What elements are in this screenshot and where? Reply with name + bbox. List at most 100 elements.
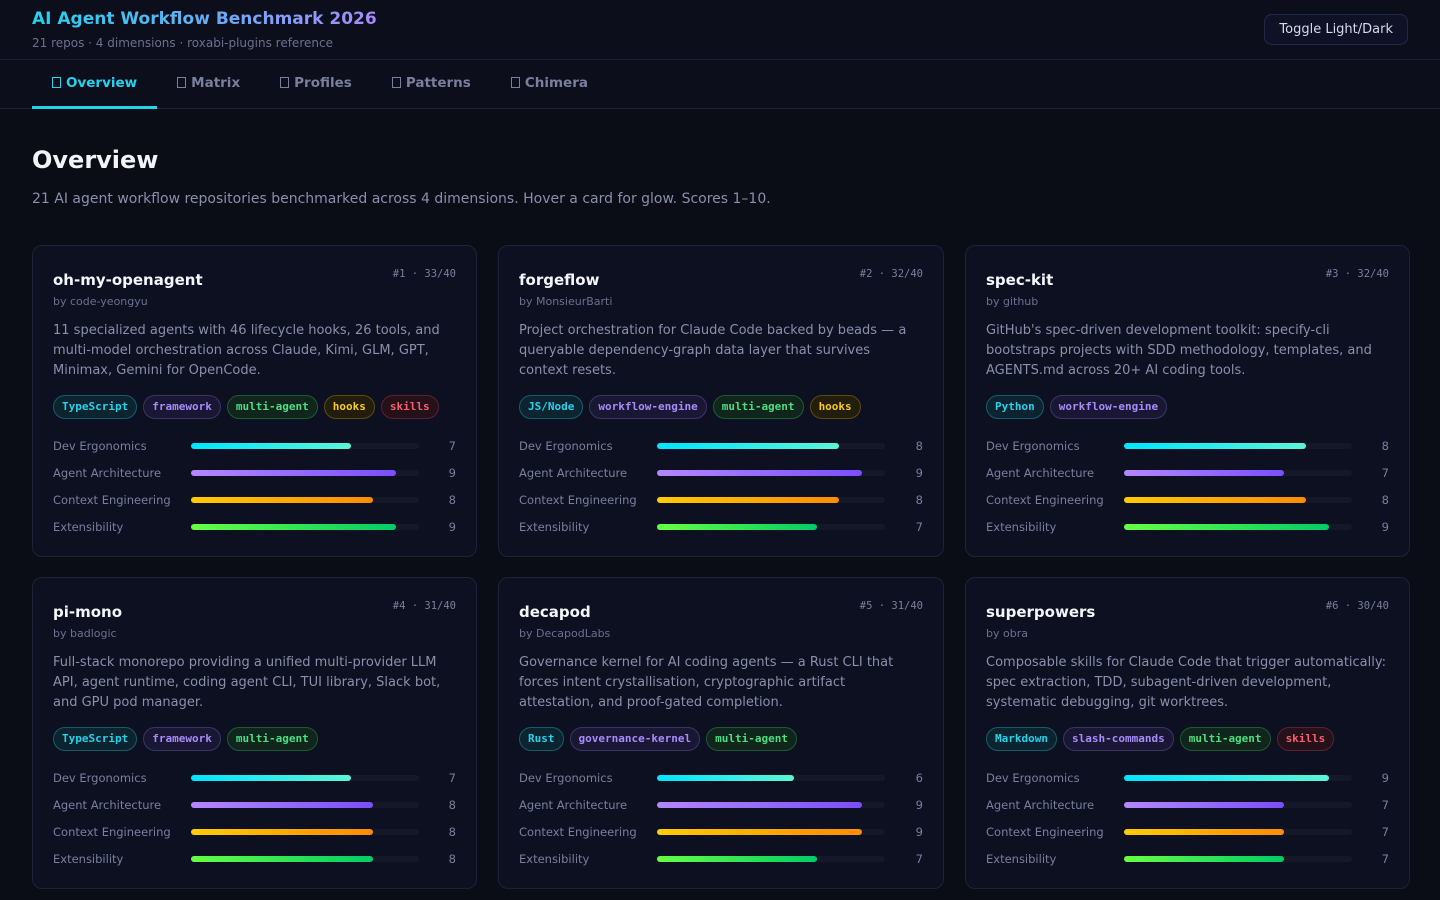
- score-row: Extensibility 8: [53, 845, 456, 872]
- score-bar-track: [191, 442, 419, 449]
- app-subtitle: 21 repos · 4 dimensions · roxabi-plugins…: [32, 36, 333, 50]
- score-label: Extensibility: [986, 519, 1057, 534]
- score-bar-track: [1124, 828, 1352, 835]
- score-bar-fill: [1124, 469, 1284, 476]
- score-bar-track: [191, 774, 419, 781]
- repo-card[interactable]: pi-mono #4 · 31/40 by badlogic Full-stac…: [32, 577, 477, 889]
- score-label: Extensibility: [53, 519, 124, 534]
- score-label: Dev Ergonomics: [986, 438, 1080, 453]
- score-bar-fill: [191, 855, 374, 862]
- theme-toggle-button[interactable]: Toggle Light/Dark: [1264, 14, 1408, 45]
- score-value: 7: [1381, 824, 1389, 839]
- score-row: Dev Ergonomics 8: [519, 432, 923, 459]
- score-value: 9: [1381, 519, 1389, 534]
- score-bar-track: [657, 523, 885, 530]
- score-bar-fill: [657, 523, 817, 530]
- tab-icon: [391, 77, 401, 88]
- repo-card[interactable]: decapod #5 · 31/40 by DecapodLabs Govern…: [498, 577, 944, 889]
- repo-card[interactable]: spec-kit #3 · 32/40 by github GitHub's s…: [965, 245, 1410, 557]
- score-label: Agent Architecture: [519, 465, 628, 480]
- tab-profiles[interactable]: Profiles: [260, 60, 372, 108]
- score-bar-track: [191, 496, 419, 503]
- score-list: Dev Ergonomics 6 Agent Architecture 9 Contex…: [519, 764, 923, 872]
- score-value: 8: [448, 492, 456, 507]
- score-value: 9: [915, 824, 923, 839]
- tag-list: TypeScript framework multi-agent: [53, 727, 456, 751]
- repo-name: decapod: [519, 603, 591, 621]
- tag-badge: hooks: [323, 395, 375, 419]
- score-bar-track: [657, 828, 885, 835]
- score-bar-fill: [657, 855, 817, 862]
- score-label: Agent Architecture: [986, 465, 1095, 480]
- tab-patterns[interactable]: Patterns: [372, 60, 491, 108]
- tab-matrix[interactable]: Matrix: [157, 60, 260, 108]
- repo-card[interactable]: forgeflow #2 · 32/40 by MonsieurBarti Pr…: [498, 245, 944, 557]
- score-bar-track: [191, 801, 419, 808]
- tab-overview[interactable]: Overview: [32, 60, 158, 109]
- score-bar-fill: [191, 801, 374, 808]
- tag-list: Rust governance-kernel multi-agent: [519, 727, 923, 751]
- score-bar-track: [1124, 469, 1352, 476]
- tag-badge: TypeScript: [53, 727, 138, 751]
- tab-chimera[interactable]: Chimera: [491, 60, 608, 108]
- repo-card[interactable]: superpowers #6 · 30/40 by obra Composabl…: [965, 577, 1410, 889]
- repo-description: Governance kernel for AI coding agents —…: [519, 655, 894, 710]
- score-bar-fill: [657, 469, 863, 476]
- score-bar-fill: [1124, 774, 1330, 781]
- score-value: 9: [1381, 770, 1389, 785]
- repo-author: by MonsieurBarti: [519, 295, 613, 308]
- page-description: 21 AI agent workflow repositories benchm…: [32, 191, 771, 207]
- score-bar-fill: [1124, 855, 1284, 862]
- score-value: 6: [915, 770, 923, 785]
- score-row: Context Engineering 8: [53, 486, 456, 513]
- score-bar-fill: [191, 523, 397, 530]
- score-bar-fill: [657, 801, 863, 808]
- tab-label: Matrix: [191, 75, 241, 91]
- score-bar-track: [657, 801, 885, 808]
- tag-badge: governance-kernel: [569, 727, 701, 751]
- score-row: Context Engineering 7: [986, 818, 1389, 845]
- repo-card[interactable]: oh-my-openagent #1 · 33/40 by code-yeong…: [32, 245, 477, 557]
- score-label: Context Engineering: [53, 824, 171, 839]
- repo-author: by github: [986, 295, 1039, 308]
- score-row: Dev Ergonomics 7: [53, 764, 456, 791]
- tag-badge: Markdown: [986, 727, 1057, 751]
- repo-description: Composable skills for Claude Code that t…: [986, 655, 1386, 710]
- score-bar-fill: [191, 774, 351, 781]
- score-bar-track: [191, 523, 419, 530]
- score-label: Context Engineering: [53, 492, 171, 507]
- tag-list: Markdown slash-commands multi-agent skills: [986, 727, 1389, 751]
- score-row: Agent Architecture 7: [986, 459, 1389, 486]
- tab-icon: [280, 77, 290, 88]
- repo-name: pi-mono: [53, 603, 123, 621]
- score-list: Dev Ergonomics 7 Agent Architecture 9 Contex…: [53, 432, 456, 540]
- score-label: Extensibility: [519, 851, 590, 866]
- score-value: 7: [915, 519, 923, 534]
- repo-name: oh-my-openagent: [53, 271, 203, 289]
- repo-author: by obra: [986, 627, 1028, 640]
- score-label: Agent Architecture: [53, 465, 162, 480]
- repo-card-grid: oh-my-openagent #1 · 33/40 by code-yeong…: [32, 245, 1410, 889]
- score-bar-track: [1124, 442, 1352, 449]
- tag-badge: multi-agent: [706, 727, 797, 751]
- tab-label: Patterns: [405, 75, 471, 91]
- score-bar-track: [1124, 774, 1352, 781]
- repo-rank: #2 · 32/40: [859, 268, 923, 280]
- tag-badge: multi-agent: [1179, 727, 1271, 751]
- score-label: Dev Ergonomics: [53, 438, 147, 453]
- score-label: Context Engineering: [986, 492, 1104, 507]
- score-bar-fill: [1124, 496, 1307, 503]
- repo-name: superpowers: [986, 603, 1096, 621]
- page-title: Overview: [32, 146, 159, 174]
- score-bar-fill: [191, 442, 351, 449]
- repo-author: by code-yeongyu: [53, 295, 148, 308]
- score-bar-track: [657, 469, 885, 476]
- score-label: Agent Architecture: [986, 797, 1095, 812]
- score-label: Dev Ergonomics: [986, 770, 1080, 785]
- score-row: Context Engineering 8: [53, 818, 456, 845]
- score-bar-fill: [657, 828, 863, 835]
- tag-badge: skills: [380, 395, 439, 419]
- score-value: 9: [448, 519, 456, 534]
- score-value: 9: [448, 465, 456, 480]
- score-label: Extensibility: [519, 519, 590, 534]
